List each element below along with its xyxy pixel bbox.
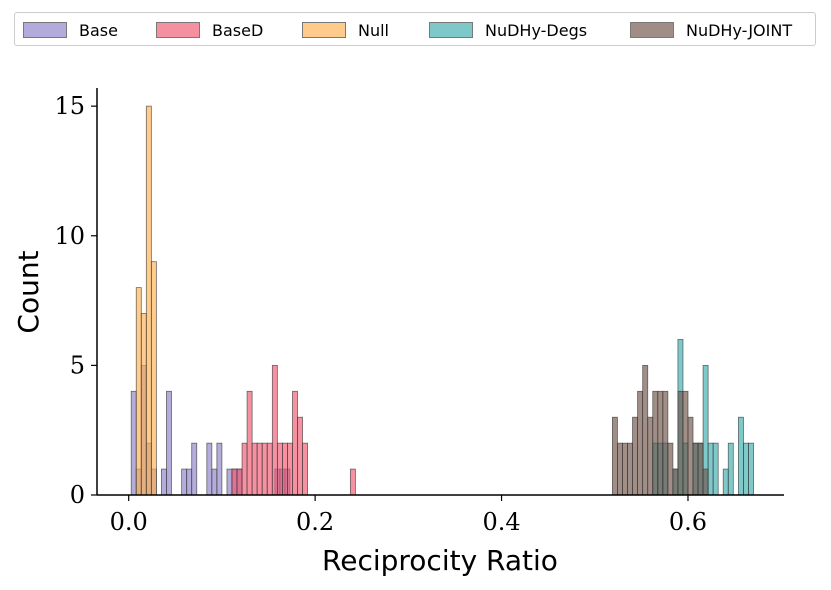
legend-label-nudhy-degs: NuDHy-Degs (485, 20, 588, 40)
bar-based-9 (276, 442, 283, 496)
bar-nudhy-joint-5 (637, 390, 644, 496)
bar-nudhy-joint-1 (617, 442, 623, 496)
y-tick-label-3: 15 (54, 92, 85, 120)
bar-based-13 (297, 416, 303, 496)
legend-item-nudhy-degs: NuDHy-Degs (429, 20, 587, 40)
bar-nudhy-joint-13 (677, 390, 684, 496)
y-ticks: 0 5 10 15 (54, 92, 97, 509)
bar-nudhy-joint-6 (642, 364, 649, 496)
bar-base-11 (211, 468, 218, 496)
legend-item-based: BaseD (156, 20, 263, 40)
bar-based-6 (261, 442, 268, 496)
bar-based-15 (349, 468, 356, 496)
y-tick-label-2: 10 (54, 222, 85, 250)
bar-nudhy-joint-15 (687, 416, 694, 496)
y-axis-title: Count (12, 250, 45, 333)
bar-nudhy-joint-0 (611, 416, 618, 496)
bar-nudhy-degs-9 (707, 442, 714, 496)
bar-nudhy-degs-10 (712, 442, 719, 496)
legend-swatch-base (23, 22, 67, 38)
bar-base-6 (166, 390, 172, 496)
bar-nudhy-joint-10 (662, 390, 669, 496)
legend-swatch-null (302, 22, 346, 38)
bar-nudhy-joint-7 (647, 416, 654, 496)
bar-based-0 (231, 468, 238, 496)
x-tick-label-0: 0.0 (110, 508, 148, 536)
bar-null-2 (145, 105, 152, 496)
legend-item-nudhy-joint: NuDHy-JOINT (630, 20, 792, 40)
legend-swatch-based (156, 22, 200, 38)
legend-item-base: Base (23, 20, 118, 40)
bar-based-12 (292, 390, 298, 496)
x-axis-title: Reciprocity Ratio (322, 544, 558, 577)
bar-base-10 (206, 442, 213, 496)
x-tick-label-3: 0.6 (669, 508, 707, 536)
y-tick-label-1: 5 (70, 351, 85, 379)
bar-nudhy-joint-9 (657, 390, 664, 496)
bar-based-14 (302, 442, 308, 496)
legend-label-nudhy-joint: NuDHy-JOINT (686, 20, 793, 40)
y-tick-label-0: 0 (70, 481, 85, 509)
bar-base-0 (130, 390, 137, 496)
bar-based-4 (251, 442, 258, 496)
legend-swatch-nudhy-degs (429, 22, 473, 38)
bar-base-7 (181, 468, 188, 496)
bar-nudhy-joint-18 (702, 468, 709, 496)
x-ticks: 0.0 0.2 0.4 0.6 (110, 495, 707, 536)
legend-label-base: Base (79, 20, 118, 40)
bar-base-5 (161, 468, 167, 496)
bar-nudhy-degs-13 (738, 416, 744, 496)
bar-nudhy-degs-11 (722, 468, 729, 496)
bar-nudhy-joint-8 (652, 390, 659, 496)
bar-based-3 (246, 390, 253, 496)
bar-nudhy-joint-14 (682, 390, 689, 496)
bar-nudhy-joint-3 (627, 442, 633, 496)
bar-null-1 (140, 313, 147, 496)
bar-nudhy-joint-11 (667, 442, 674, 496)
bar-nudhy-joint-2 (622, 442, 628, 496)
x-tick-label-2: 0.4 (482, 508, 520, 536)
bar-base-8 (186, 468, 193, 496)
bar-nudhy-degs-14 (743, 442, 749, 496)
bar-base-9 (191, 442, 198, 496)
bar-based-5 (256, 442, 263, 496)
bar-based-8 (271, 364, 278, 496)
bar-null-0 (135, 287, 142, 496)
bar-nudhy-joint-17 (697, 442, 704, 496)
legend-label-null: Null (358, 20, 389, 40)
chart-legend: Base BaseD Null NuDHy-Degs NuDHy-JOINT (14, 12, 816, 46)
bar-base-12 (216, 442, 223, 496)
bars-layer (130, 105, 754, 496)
bar-nudhy-joint-16 (692, 442, 699, 496)
bar-based-2 (241, 442, 248, 496)
legend-item-null: Null (302, 20, 389, 40)
bar-base-13 (226, 468, 233, 496)
bar-based-10 (282, 442, 288, 496)
bar-nudhy-degs-12 (727, 442, 734, 496)
bar-null-3 (150, 261, 157, 496)
bar-nudhy-joint-12 (672, 468, 679, 496)
bar-nudhy-degs-15 (748, 442, 754, 496)
legend-label-based: BaseD (212, 20, 264, 40)
legend-swatch-nudhy-joint (630, 22, 674, 38)
x-tick-label-1: 0.2 (296, 508, 334, 536)
bar-based-1 (236, 468, 243, 496)
bar-nudhy-joint-4 (632, 416, 638, 496)
bar-based-7 (266, 442, 273, 496)
bar-based-11 (287, 442, 293, 496)
